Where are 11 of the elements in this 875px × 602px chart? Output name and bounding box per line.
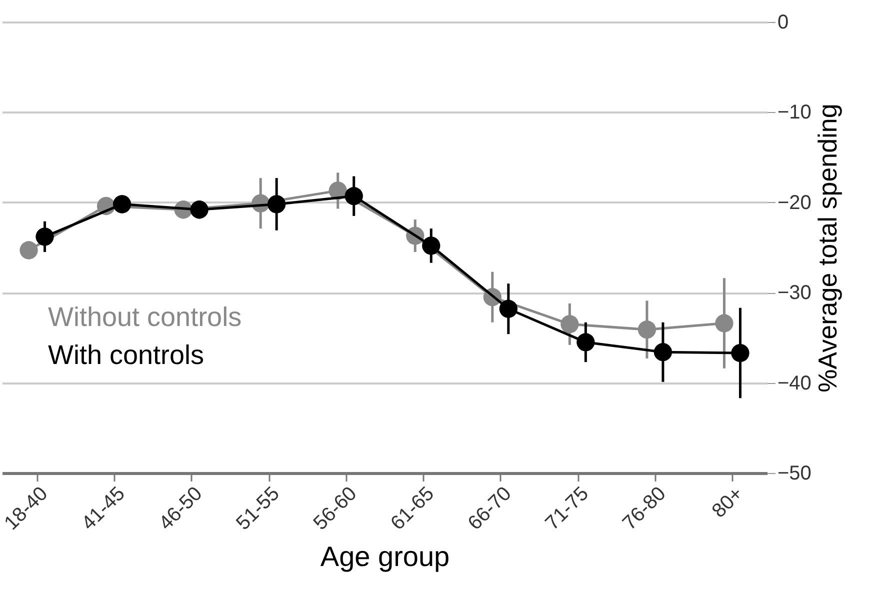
y-tick-label: −10 <box>778 102 812 124</box>
y-tick-label: 0 <box>778 12 789 34</box>
y-axis-title: %Average total spending <box>812 104 842 392</box>
y-tick-label: −50 <box>778 462 812 484</box>
x-tick-label: 80+ <box>708 482 748 522</box>
series-label: Without controls <box>48 302 242 332</box>
text: With controls <box>48 340 204 370</box>
y-tick-label: −40 <box>778 372 812 394</box>
x-axis-title: Age group <box>320 540 450 572</box>
y-tick-label: −20 <box>778 192 812 214</box>
y-tick-label: −30 <box>778 282 812 304</box>
